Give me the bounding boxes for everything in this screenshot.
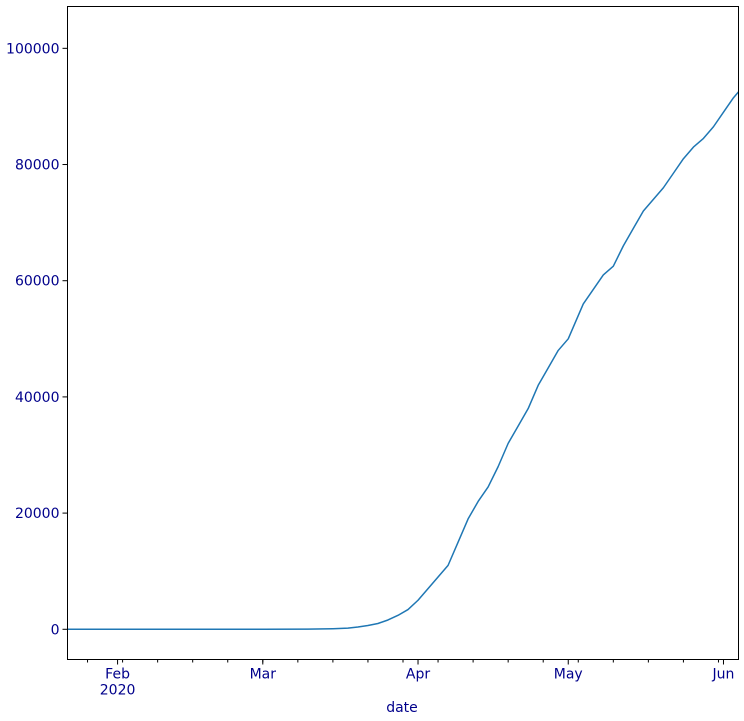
y-tick-label: 0 — [51, 622, 60, 638]
y-tick-label: 20000 — [15, 506, 60, 522]
series-line — [67, 91, 740, 631]
x-tick-label: Jun — [712, 667, 735, 683]
y-tick-label: 40000 — [15, 390, 60, 406]
y-tick-label: 80000 — [15, 158, 60, 174]
x-tick-sublabel: 2020 — [100, 683, 136, 699]
x-tick-label: Mar — [250, 667, 277, 683]
x-axis-label: date — [386, 700, 418, 716]
x-tick-label: Feb — [105, 667, 130, 683]
y-tick-label: 60000 — [15, 274, 60, 290]
x-tick-label: May — [554, 667, 583, 683]
y-tick-label: 100000 — [6, 41, 59, 57]
x-tick-label: Apr — [406, 667, 430, 683]
plot-frame — [67, 6, 739, 660]
